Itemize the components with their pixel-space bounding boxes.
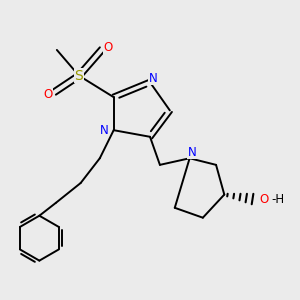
Text: N: N	[149, 72, 158, 85]
Text: O: O	[259, 193, 268, 206]
Text: O: O	[103, 41, 113, 54]
Text: O: O	[44, 88, 53, 101]
Text: N: N	[100, 124, 109, 137]
Text: S: S	[75, 69, 83, 83]
Text: -H: -H	[272, 193, 285, 206]
Text: N: N	[188, 146, 197, 159]
